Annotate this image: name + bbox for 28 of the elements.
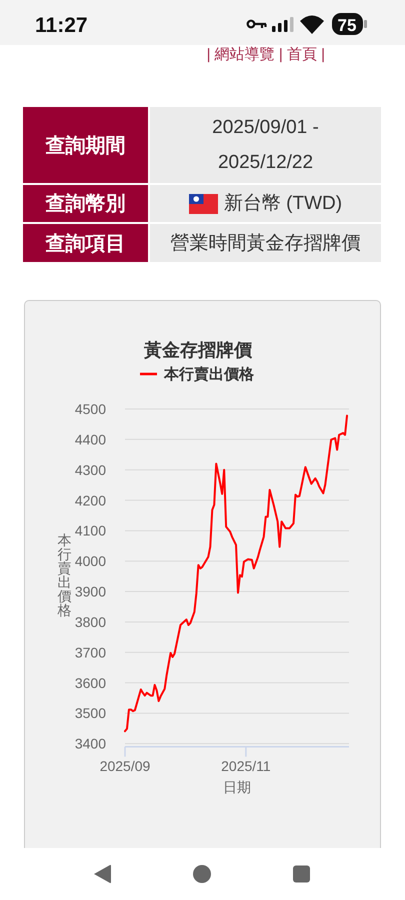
x-tick-label: 2025/09	[100, 758, 151, 774]
y-tick-label: 4500	[74, 401, 106, 417]
y-tick-label: 3400	[74, 736, 106, 752]
x-tick-label: 2025/11	[221, 758, 271, 774]
y-tick-label: 4200	[74, 492, 106, 508]
legend-label: 本行賣出價格	[163, 366, 255, 383]
y-tick-label: 4400	[74, 431, 106, 448]
text: 查詢幣別	[23, 185, 148, 222]
y-tick-label: 4000	[74, 553, 106, 570]
y-tick-label: 4300	[74, 462, 106, 478]
text: 營業時間黃金存摺牌價	[170, 232, 360, 256]
y-tick-label: 4100	[74, 522, 106, 539]
line-series	[124, 414, 348, 732]
text: 查詢期間	[23, 107, 148, 183]
chart-title: 黃金存摺牌價	[143, 340, 253, 360]
y-tick-label: 3500	[74, 705, 106, 722]
y-tick-label: 3700	[74, 644, 106, 660]
text: 新台幣 (TWD)	[224, 192, 342, 216]
y-axis-title: 本行賣出價格	[56, 532, 72, 618]
y-tick-label: 3600	[74, 674, 106, 691]
y-tick-label: 3900	[74, 584, 106, 600]
text: 11:27	[35, 14, 88, 37]
x-axis-title: 日期	[223, 779, 251, 795]
text: 2025/09/01 - 2025/12/22	[211, 116, 320, 175]
text: | 網站導覽 | 首頁 |	[206, 46, 325, 64]
text: 查詢項目	[23, 224, 148, 262]
y-tick-label: 3800	[74, 614, 106, 630]
text: 75	[338, 16, 356, 35]
